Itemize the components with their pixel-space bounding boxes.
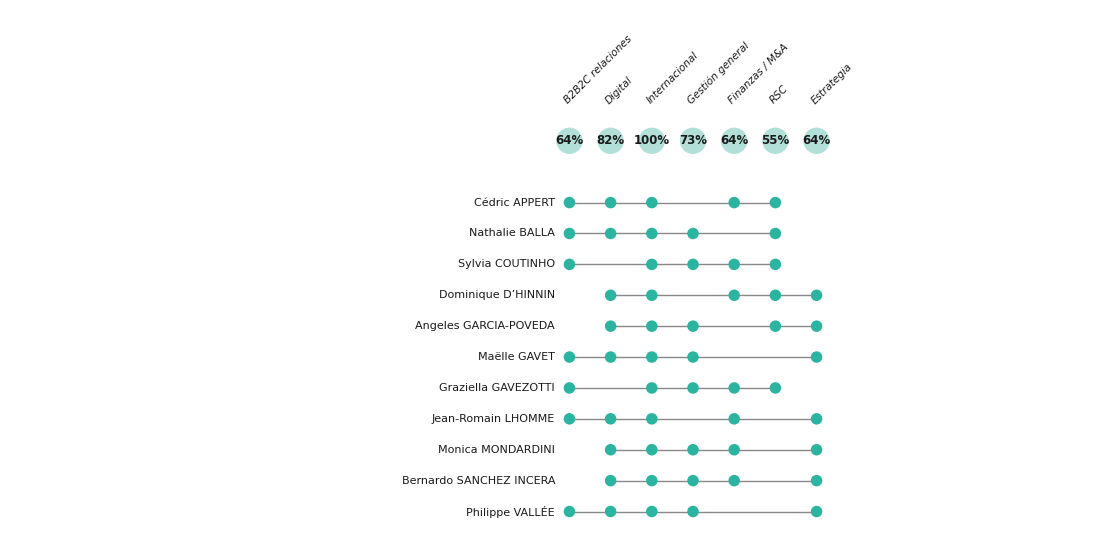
Text: B2B2C relaciones: B2B2C relaciones bbox=[562, 34, 634, 106]
Text: Maëlle GAVET: Maëlle GAVET bbox=[478, 352, 556, 362]
Circle shape bbox=[646, 506, 658, 518]
Text: Gestión general: Gestión general bbox=[685, 40, 751, 106]
Circle shape bbox=[563, 258, 575, 270]
Circle shape bbox=[688, 382, 698, 394]
Circle shape bbox=[563, 506, 575, 518]
Circle shape bbox=[597, 128, 624, 154]
Circle shape bbox=[728, 289, 740, 301]
Circle shape bbox=[557, 128, 583, 154]
Circle shape bbox=[605, 475, 616, 486]
Circle shape bbox=[605, 321, 616, 332]
Circle shape bbox=[563, 228, 575, 239]
Circle shape bbox=[728, 444, 740, 455]
Text: Estrategia: Estrategia bbox=[810, 61, 854, 106]
Circle shape bbox=[770, 289, 781, 301]
Text: 64%: 64% bbox=[720, 134, 748, 147]
Text: 64%: 64% bbox=[556, 134, 584, 147]
Text: 73%: 73% bbox=[679, 134, 707, 147]
Circle shape bbox=[811, 475, 823, 486]
Circle shape bbox=[803, 128, 829, 154]
Circle shape bbox=[728, 197, 740, 208]
Text: Jean-Romain LHOMME: Jean-Romain LHOMME bbox=[432, 414, 556, 424]
Circle shape bbox=[770, 321, 781, 332]
Circle shape bbox=[646, 321, 658, 332]
Circle shape bbox=[688, 228, 698, 239]
Circle shape bbox=[646, 228, 658, 239]
Circle shape bbox=[688, 321, 698, 332]
Circle shape bbox=[688, 351, 698, 363]
Text: RSC: RSC bbox=[768, 84, 790, 106]
Text: Nathalie BALLA: Nathalie BALLA bbox=[469, 228, 556, 239]
Circle shape bbox=[688, 475, 698, 486]
Circle shape bbox=[720, 128, 747, 154]
Circle shape bbox=[770, 382, 781, 394]
Circle shape bbox=[646, 382, 658, 394]
Circle shape bbox=[811, 321, 823, 332]
Circle shape bbox=[688, 258, 698, 270]
Text: Dominique D’HINNIN: Dominique D’HINNIN bbox=[439, 290, 556, 300]
Circle shape bbox=[639, 128, 665, 154]
Circle shape bbox=[605, 413, 616, 425]
Circle shape bbox=[646, 351, 658, 363]
Circle shape bbox=[563, 382, 575, 394]
Circle shape bbox=[605, 444, 616, 455]
Text: Bernardo SANCHEZ INCERA: Bernardo SANCHEZ INCERA bbox=[402, 476, 556, 486]
Circle shape bbox=[811, 413, 823, 425]
Circle shape bbox=[728, 413, 740, 425]
Circle shape bbox=[688, 506, 698, 518]
Circle shape bbox=[688, 444, 698, 455]
Circle shape bbox=[605, 289, 616, 301]
Text: Philippe VALLÉE: Philippe VALLÉE bbox=[466, 505, 556, 518]
Text: 55%: 55% bbox=[761, 134, 790, 147]
Circle shape bbox=[646, 258, 658, 270]
Circle shape bbox=[605, 506, 616, 518]
Circle shape bbox=[770, 197, 781, 208]
Circle shape bbox=[811, 351, 823, 363]
Circle shape bbox=[605, 228, 616, 239]
Circle shape bbox=[646, 475, 658, 486]
Text: Internacional: Internacional bbox=[645, 51, 700, 106]
Text: Angeles GARCIA-POVEDA: Angeles GARCIA-POVEDA bbox=[416, 321, 556, 331]
Circle shape bbox=[770, 228, 781, 239]
Circle shape bbox=[811, 506, 823, 518]
Circle shape bbox=[811, 289, 823, 301]
Circle shape bbox=[563, 413, 575, 425]
Text: 64%: 64% bbox=[802, 134, 830, 147]
Text: Cédric APPERT: Cédric APPERT bbox=[474, 197, 556, 207]
Circle shape bbox=[646, 197, 658, 208]
Circle shape bbox=[680, 128, 706, 154]
Circle shape bbox=[728, 382, 740, 394]
Text: Digital: Digital bbox=[604, 75, 635, 106]
Circle shape bbox=[811, 444, 823, 455]
Circle shape bbox=[646, 289, 658, 301]
Circle shape bbox=[728, 258, 740, 270]
Circle shape bbox=[563, 351, 575, 363]
Circle shape bbox=[646, 444, 658, 455]
Text: Monica MONDARDINI: Monica MONDARDINI bbox=[438, 445, 556, 455]
Circle shape bbox=[728, 475, 740, 486]
Circle shape bbox=[605, 197, 616, 208]
Circle shape bbox=[563, 197, 575, 208]
Text: 100%: 100% bbox=[634, 134, 670, 147]
Text: Finanzas / M&A: Finanzas / M&A bbox=[727, 42, 791, 106]
Text: Sylvia COUTINHO: Sylvia COUTINHO bbox=[458, 260, 556, 270]
Circle shape bbox=[770, 258, 781, 270]
Circle shape bbox=[646, 413, 658, 425]
Circle shape bbox=[605, 351, 616, 363]
Text: Graziella GAVEZOTTI: Graziella GAVEZOTTI bbox=[439, 383, 556, 393]
Circle shape bbox=[762, 128, 789, 154]
Text: 82%: 82% bbox=[596, 134, 625, 147]
